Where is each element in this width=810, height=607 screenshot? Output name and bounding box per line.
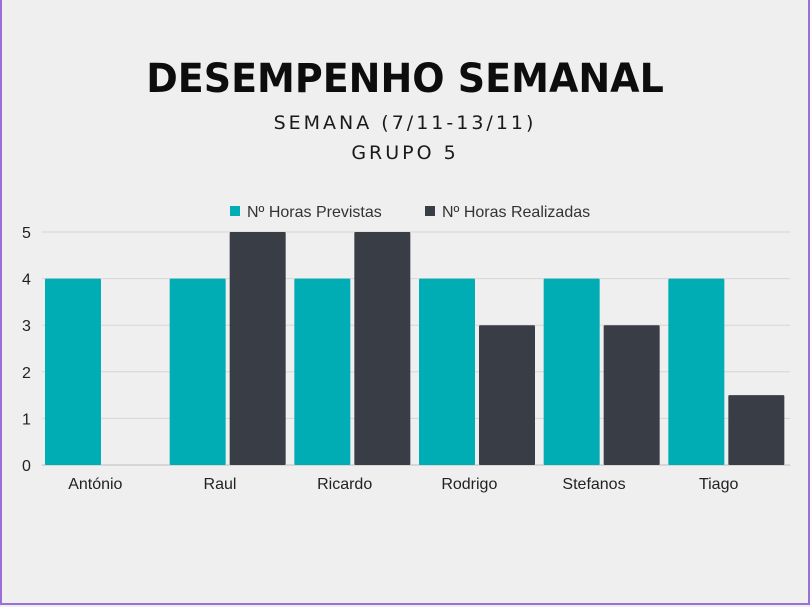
y-tick-label: 1 <box>22 411 31 428</box>
y-tick-label: 3 <box>22 318 31 335</box>
x-tick-label: Stefanos <box>562 476 625 493</box>
y-tick-label: 4 <box>22 272 31 289</box>
legend-label: Nº Horas Previstas <box>247 204 382 221</box>
bar-n-horas-previstas-antónio <box>45 278 101 465</box>
bar-n-horas-previstas-ricardo <box>294 278 351 465</box>
bar-n-horas-realizadas-tiago <box>728 395 785 465</box>
x-tick-label: Rodrigo <box>441 476 497 493</box>
bar-n-horas-previstas-tiago <box>668 278 725 465</box>
bar-n-horas-realizadas-raul <box>229 232 286 465</box>
bar-n-horas-realizadas-rodrigo <box>479 325 535 465</box>
legend-swatch <box>425 206 435 216</box>
chart-subtitle-week: SEMANA (7/11-13/11) <box>273 112 537 134</box>
legend-label: Nº Horas Realizadas <box>442 204 590 221</box>
bar-n-horas-realizadas-ricardo <box>354 232 411 465</box>
x-tick-label: Tiago <box>699 476 739 493</box>
y-tick-label: 2 <box>22 365 31 382</box>
bar-n-horas-previstas-raul <box>169 278 226 465</box>
x-tick-label: António <box>68 476 122 493</box>
legend-swatch <box>230 206 240 216</box>
x-tick-label: Raul <box>204 476 237 493</box>
bar-n-horas-previstas-rodrigo <box>419 278 475 465</box>
y-tick-label: 0 <box>22 458 31 475</box>
y-tick-label: 5 <box>22 225 31 242</box>
bar-n-horas-previstas-stefanos <box>543 278 600 465</box>
bar-n-horas-realizadas-stefanos <box>603 325 660 465</box>
chart-title: DESEMPENHO SEMANAL <box>146 56 664 102</box>
x-tick-label: Ricardo <box>317 476 372 493</box>
chart-subtitle-group: GRUPO 5 <box>351 142 459 164</box>
